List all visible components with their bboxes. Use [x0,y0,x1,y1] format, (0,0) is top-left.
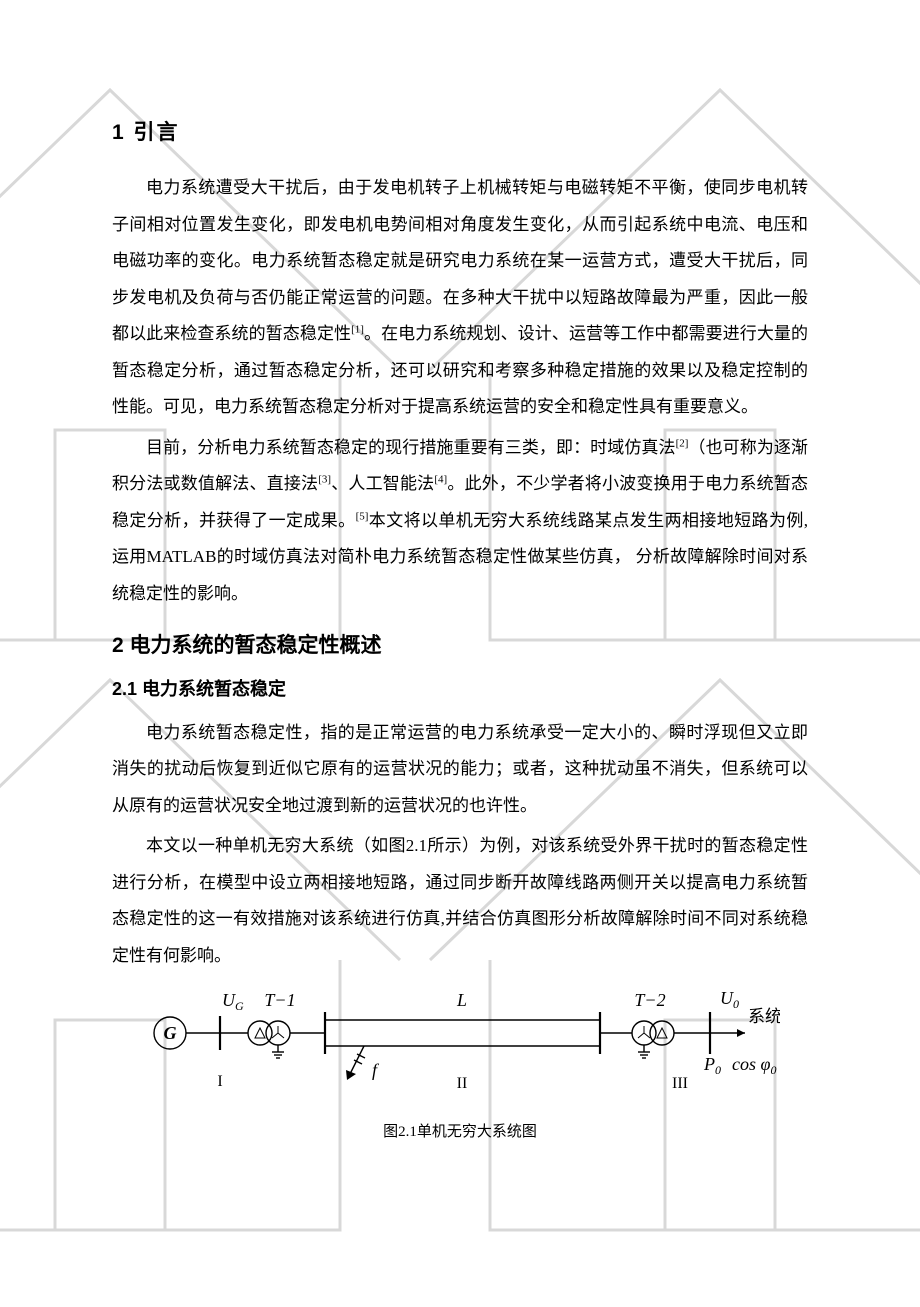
heading-1: 1 引言 [112,116,808,146]
paragraph-2a-text: 目前，分析电力系统暂态稳定的现行措施重要有三类，即：时域仿真法 [146,438,676,457]
figure-caption: 图2.1单机无穷大系统图 [112,1120,808,1141]
circuit-diagram: G UG I [140,988,780,1108]
paragraph-1a-text: 电力系统遭受大干扰后，由于发电机转子上机械转矩与电磁转矩不平衡，使同步电机转子间… [112,178,808,343]
citation-1: [1] [351,324,364,336]
label-L: L [456,990,467,1010]
citation-5: [5] [356,510,369,522]
paragraph-3: 电力系统暂态稳定性，指的是正常运营的电力系统承受一定大小的、瞬时浮现但又立即消失… [112,715,808,825]
citation-4: [4] [434,474,447,486]
paragraph-2c-text: 、人工智能法 [331,474,434,493]
label-system: 系统 [748,1007,780,1026]
label-U0-sub: 0 [733,997,739,1011]
svg-text:U0: U0 [720,988,739,1011]
page-content: 1 引言 电力系统遭受大干扰后，由于发电机转子上机械转矩与电磁转矩不平衡，使同步… [0,0,920,1181]
heading-2: 2 电力系统的暂态稳定性概述 [112,629,808,659]
label-I: I [217,1073,222,1090]
svg-text:P0: P0 [703,1054,721,1077]
figure-2-1: G UG I [112,988,808,1141]
label-UG-sub: G [235,999,244,1013]
svg-text:cos φ0: cos φ0 [732,1054,776,1077]
svg-text:G: G [164,1023,177,1043]
label-U0: U [720,988,734,1008]
label-T2: T−2 [634,990,665,1010]
heading-2-1: 2.1 电力系统暂态稳定 [112,675,808,701]
label-cos-sub: 0 [770,1063,776,1077]
paragraph-2: 目前，分析电力系统暂态稳定的现行措施重要有三类，即：时域仿真法[2]（也可称为逐… [112,430,808,613]
label-P0: P [703,1054,715,1074]
label-III: III [672,1075,688,1092]
label-f: f [372,1060,380,1080]
label-T1: T−1 [264,990,295,1010]
label-P0-sub: 0 [715,1063,721,1077]
label-II: II [457,1075,468,1092]
paragraph-1: 电力系统遭受大干扰后，由于发电机转子上机械转矩与电磁转矩不平衡，使同步电机转子间… [112,170,808,426]
label-UG: U [222,990,236,1010]
citation-2: [2] [676,437,689,449]
svg-text:UG: UG [222,990,244,1013]
paragraph-4: 本文以一种单机无穷大系统（如图2.1所示）为例，对该系统受外界干扰时的暂态稳定性… [112,828,808,974]
citation-3: [3] [318,474,331,486]
label-cos: cos φ [732,1054,770,1074]
